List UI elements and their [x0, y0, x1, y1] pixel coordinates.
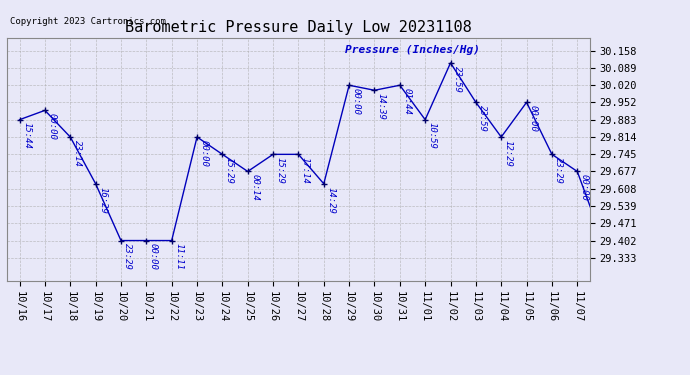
Text: 23:59: 23:59 — [453, 66, 462, 93]
Text: 15:29: 15:29 — [275, 157, 284, 184]
Text: Copyright 2023 Cartronics.com: Copyright 2023 Cartronics.com — [10, 17, 166, 26]
Text: 01:44: 01:44 — [402, 88, 411, 115]
Text: 15:44: 15:44 — [22, 123, 31, 149]
Text: 00:00: 00:00 — [48, 113, 57, 140]
Text: 00:00: 00:00 — [580, 174, 589, 201]
Text: 23:14: 23:14 — [72, 140, 81, 166]
Text: 17:14: 17:14 — [301, 157, 310, 184]
Text: 23:29: 23:29 — [124, 243, 132, 270]
Title: Barometric Pressure Daily Low 20231108: Barometric Pressure Daily Low 20231108 — [125, 20, 472, 35]
Text: 14:39: 14:39 — [377, 93, 386, 120]
Text: 00:00: 00:00 — [149, 243, 158, 270]
Text: 15:29: 15:29 — [225, 157, 234, 184]
Text: 11:11: 11:11 — [174, 243, 183, 270]
Text: 00:14: 00:14 — [250, 174, 259, 201]
Text: Pressure (Inches/Hg): Pressure (Inches/Hg) — [345, 45, 480, 55]
Text: 16:29: 16:29 — [98, 186, 107, 213]
Text: 14:29: 14:29 — [326, 186, 335, 213]
Text: 00:00: 00:00 — [529, 105, 538, 132]
Text: 14:14: 14:14 — [0, 374, 1, 375]
Text: 00:00: 00:00 — [199, 140, 208, 166]
Text: 12:29: 12:29 — [504, 140, 513, 166]
Text: 23:29: 23:29 — [554, 157, 563, 184]
Text: 10:59: 10:59 — [428, 123, 437, 149]
Text: 00:00: 00:00 — [352, 88, 361, 115]
Text: 23:59: 23:59 — [478, 105, 487, 132]
